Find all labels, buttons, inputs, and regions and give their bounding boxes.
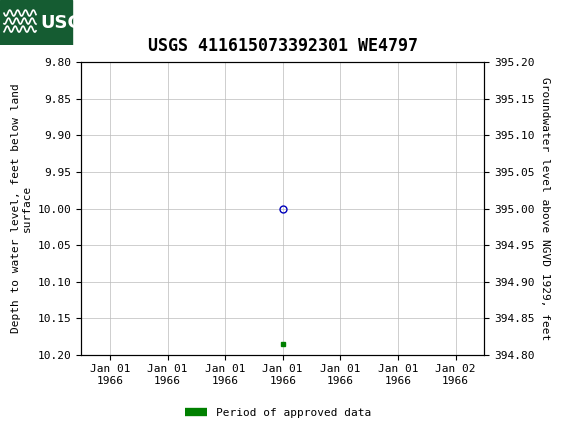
Text: USGS: USGS bbox=[40, 14, 95, 32]
Title: USGS 411615073392301 WE4797: USGS 411615073392301 WE4797 bbox=[148, 37, 418, 55]
Y-axis label: Groundwater level above NGVD 1929, feet: Groundwater level above NGVD 1929, feet bbox=[540, 77, 550, 340]
Bar bbox=[0, 0, 72, 45]
Legend: Period of approved data: Period of approved data bbox=[181, 403, 376, 422]
Y-axis label: Depth to water level, feet below land
surface: Depth to water level, feet below land su… bbox=[10, 84, 32, 333]
